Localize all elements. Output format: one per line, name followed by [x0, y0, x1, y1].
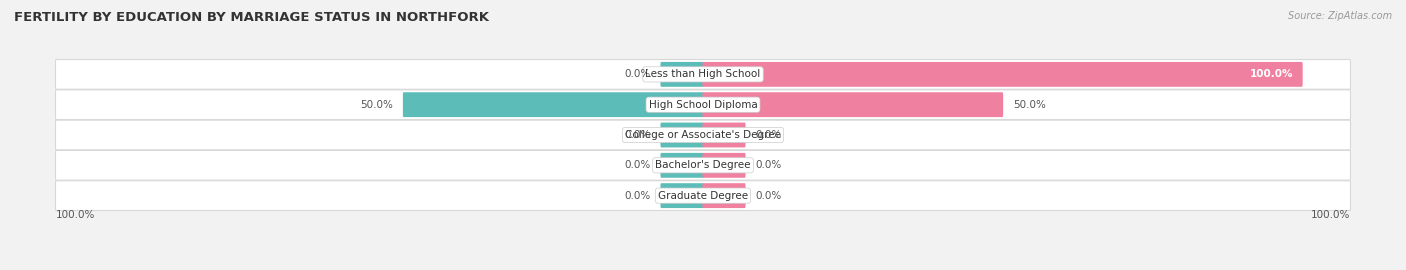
Text: Source: ZipAtlas.com: Source: ZipAtlas.com [1288, 11, 1392, 21]
Text: 50.0%: 50.0% [360, 100, 392, 110]
Text: 100.0%: 100.0% [1310, 211, 1350, 221]
FancyBboxPatch shape [55, 59, 1351, 89]
FancyBboxPatch shape [661, 183, 703, 208]
FancyBboxPatch shape [703, 183, 745, 208]
Text: 0.0%: 0.0% [755, 130, 782, 140]
FancyBboxPatch shape [661, 123, 703, 147]
Text: Less than High School: Less than High School [645, 69, 761, 79]
Text: FERTILITY BY EDUCATION BY MARRIAGE STATUS IN NORTHFORK: FERTILITY BY EDUCATION BY MARRIAGE STATU… [14, 11, 489, 24]
Text: 0.0%: 0.0% [624, 160, 651, 170]
Text: Bachelor's Degree: Bachelor's Degree [655, 160, 751, 170]
FancyBboxPatch shape [703, 123, 745, 147]
FancyBboxPatch shape [55, 120, 1351, 150]
Text: 0.0%: 0.0% [755, 191, 782, 201]
FancyBboxPatch shape [703, 92, 1002, 117]
FancyBboxPatch shape [55, 150, 1351, 180]
Text: 0.0%: 0.0% [624, 130, 651, 140]
Text: College or Associate's Degree: College or Associate's Degree [626, 130, 780, 140]
FancyBboxPatch shape [661, 153, 703, 178]
FancyBboxPatch shape [55, 90, 1351, 120]
FancyBboxPatch shape [661, 62, 703, 87]
FancyBboxPatch shape [703, 153, 745, 178]
Text: High School Diploma: High School Diploma [648, 100, 758, 110]
Text: 100.0%: 100.0% [56, 211, 96, 221]
Text: 0.0%: 0.0% [755, 160, 782, 170]
Text: 0.0%: 0.0% [624, 69, 651, 79]
FancyBboxPatch shape [55, 181, 1351, 211]
Text: Graduate Degree: Graduate Degree [658, 191, 748, 201]
FancyBboxPatch shape [404, 92, 703, 117]
Text: 0.0%: 0.0% [624, 191, 651, 201]
FancyBboxPatch shape [703, 62, 1303, 87]
Text: 100.0%: 100.0% [1250, 69, 1294, 79]
Text: 50.0%: 50.0% [1014, 100, 1046, 110]
